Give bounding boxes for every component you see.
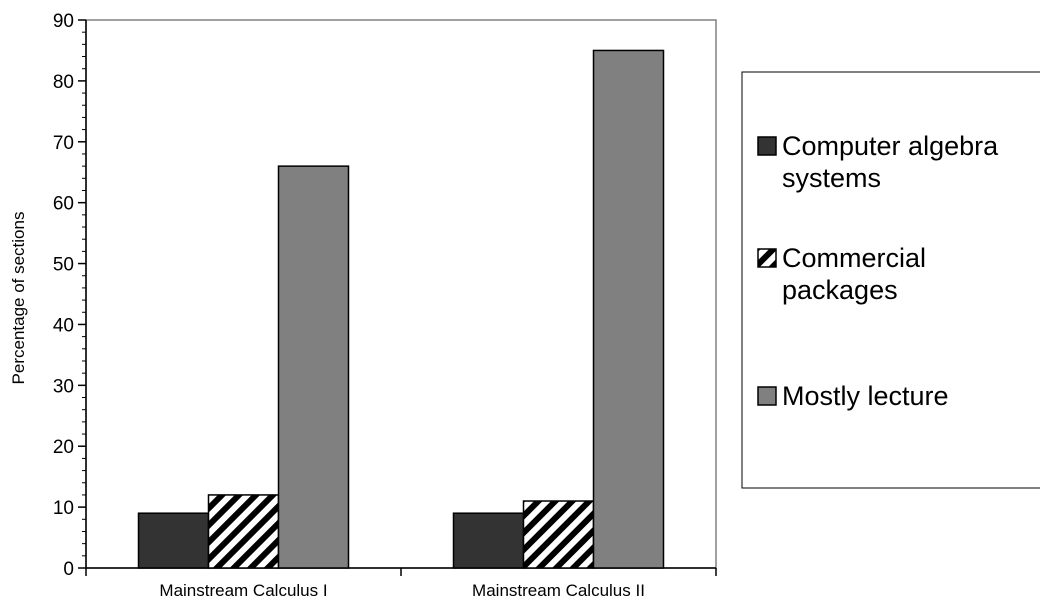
legend-label: packages <box>782 275 898 305</box>
y-axis: 0 10 20 30 40 50 60 70 80 90 <box>53 11 87 580</box>
bar <box>277 165 350 569</box>
legend-label: systems <box>782 163 881 193</box>
legend-swatch <box>757 248 777 268</box>
y-axis-title: Percentage of sections <box>9 212 28 385</box>
y-tick-label: 0 <box>63 559 74 580</box>
legend-swatch <box>757 136 777 156</box>
bars-group <box>137 49 665 569</box>
bar <box>522 500 595 569</box>
legend-swatch <box>757 386 777 406</box>
y-tick-label: 40 <box>53 315 74 336</box>
x-tick-label: Mainstream Calculus I <box>159 581 327 600</box>
bar <box>592 49 665 569</box>
x-tick-label: Mainstream Calculus II <box>472 581 645 600</box>
legend-label: Commercial <box>782 243 926 273</box>
bar <box>452 512 525 569</box>
y-tick-label: 60 <box>53 194 74 215</box>
y-tick-label: 90 <box>53 11 74 32</box>
legend-box <box>741 71 1040 489</box>
x-axis: Mainstream Calculus I Mainstream Calculus… <box>85 567 717 600</box>
y-tick-label: 30 <box>53 376 74 397</box>
legend-label: Mostly lecture <box>782 381 949 411</box>
y-tick-label: 80 <box>53 72 74 93</box>
bar <box>207 494 280 569</box>
y-tick-label: 50 <box>53 255 74 276</box>
bar <box>137 512 210 569</box>
legend-label: Computer algebra <box>782 131 999 161</box>
y-tick-label: 10 <box>53 498 74 519</box>
y-tick-label: 70 <box>53 133 74 154</box>
y-tick-label: 20 <box>53 437 74 458</box>
